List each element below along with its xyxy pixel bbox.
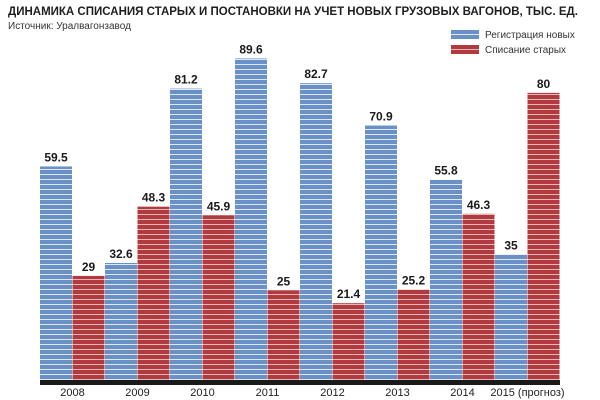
value-label-old-0: 29	[82, 260, 96, 274]
bar-old-5	[397, 289, 430, 380]
bar-new-2	[170, 88, 202, 381]
value-label-new-3: 89.6	[239, 42, 263, 56]
bar-old-1	[137, 206, 170, 380]
x-tick-labels-layer: 2008 2009 2010 2011 2012 2013 2014 2015 (прогно…	[60, 387, 564, 399]
x-tick-label-1: 2009	[125, 387, 149, 399]
bar-old-6	[462, 213, 495, 380]
legend-label-new: Регистрация новых	[485, 30, 575, 41]
value-label-new-7: 35	[504, 238, 518, 252]
baseline-bar	[40, 380, 560, 385]
value-label-old-1: 48.3	[142, 191, 166, 205]
bar-old-4	[332, 303, 365, 380]
bar-old-0	[72, 275, 105, 380]
bar-new-5	[365, 125, 397, 380]
bar-new-6	[430, 179, 462, 380]
chart-source: Источник: Уралвагонзавод	[8, 21, 131, 32]
legend: Регистрация новых Списание старых	[451, 30, 575, 56]
value-labels-layer: 59.5 29 32.6 48.3 81.2 45.9 89.6 25 82.7 21.4 70.9…	[44, 42, 550, 301]
x-tick-label-4: 2012	[320, 387, 344, 399]
x-tick-label-5: 2013	[385, 387, 409, 399]
value-label-old-7: 80	[537, 77, 551, 91]
value-label-new-5: 70.9	[369, 110, 393, 124]
bar-old-7	[527, 92, 560, 380]
value-label-old-5: 25.2	[402, 274, 426, 288]
bar-new-7	[495, 254, 527, 380]
bar-old-2	[202, 215, 235, 380]
value-label-old-6: 46.3	[467, 198, 491, 212]
x-tick-label-0: 2008	[60, 387, 84, 399]
legend-label-old: Списание старых	[485, 45, 566, 56]
bar-old-3	[267, 290, 300, 380]
x-tick-label-2: 2010	[190, 387, 214, 399]
x-tick-label-6: 2014	[450, 387, 474, 399]
value-label-old-3: 25	[277, 274, 291, 288]
bar-new-0	[40, 166, 72, 380]
bar-new-3	[235, 58, 267, 381]
legend-swatch-new	[451, 30, 479, 39]
value-label-new-1: 32.6	[109, 247, 133, 261]
value-label-new-4: 82.7	[304, 67, 328, 81]
value-label-new-0: 59.5	[44, 150, 68, 164]
value-label-new-2: 81.2	[174, 73, 198, 87]
x-tick-label-7: 2015 (прогноз)	[490, 387, 564, 399]
value-label-old-2: 45.9	[207, 199, 231, 213]
value-label-old-4: 21.4	[337, 287, 361, 301]
bar-new-1	[105, 263, 137, 380]
x-tick-label-3: 2011	[256, 387, 280, 399]
chart-title: ДИНАМИКА СПИСАНИЯ СТАРЫХ И ПОСТАНОВКИ НА…	[8, 6, 578, 18]
bars-layer	[40, 58, 560, 381]
value-label-new-6: 55.8	[434, 164, 458, 178]
legend-swatch-old	[451, 45, 479, 54]
bar-new-4	[300, 83, 332, 381]
